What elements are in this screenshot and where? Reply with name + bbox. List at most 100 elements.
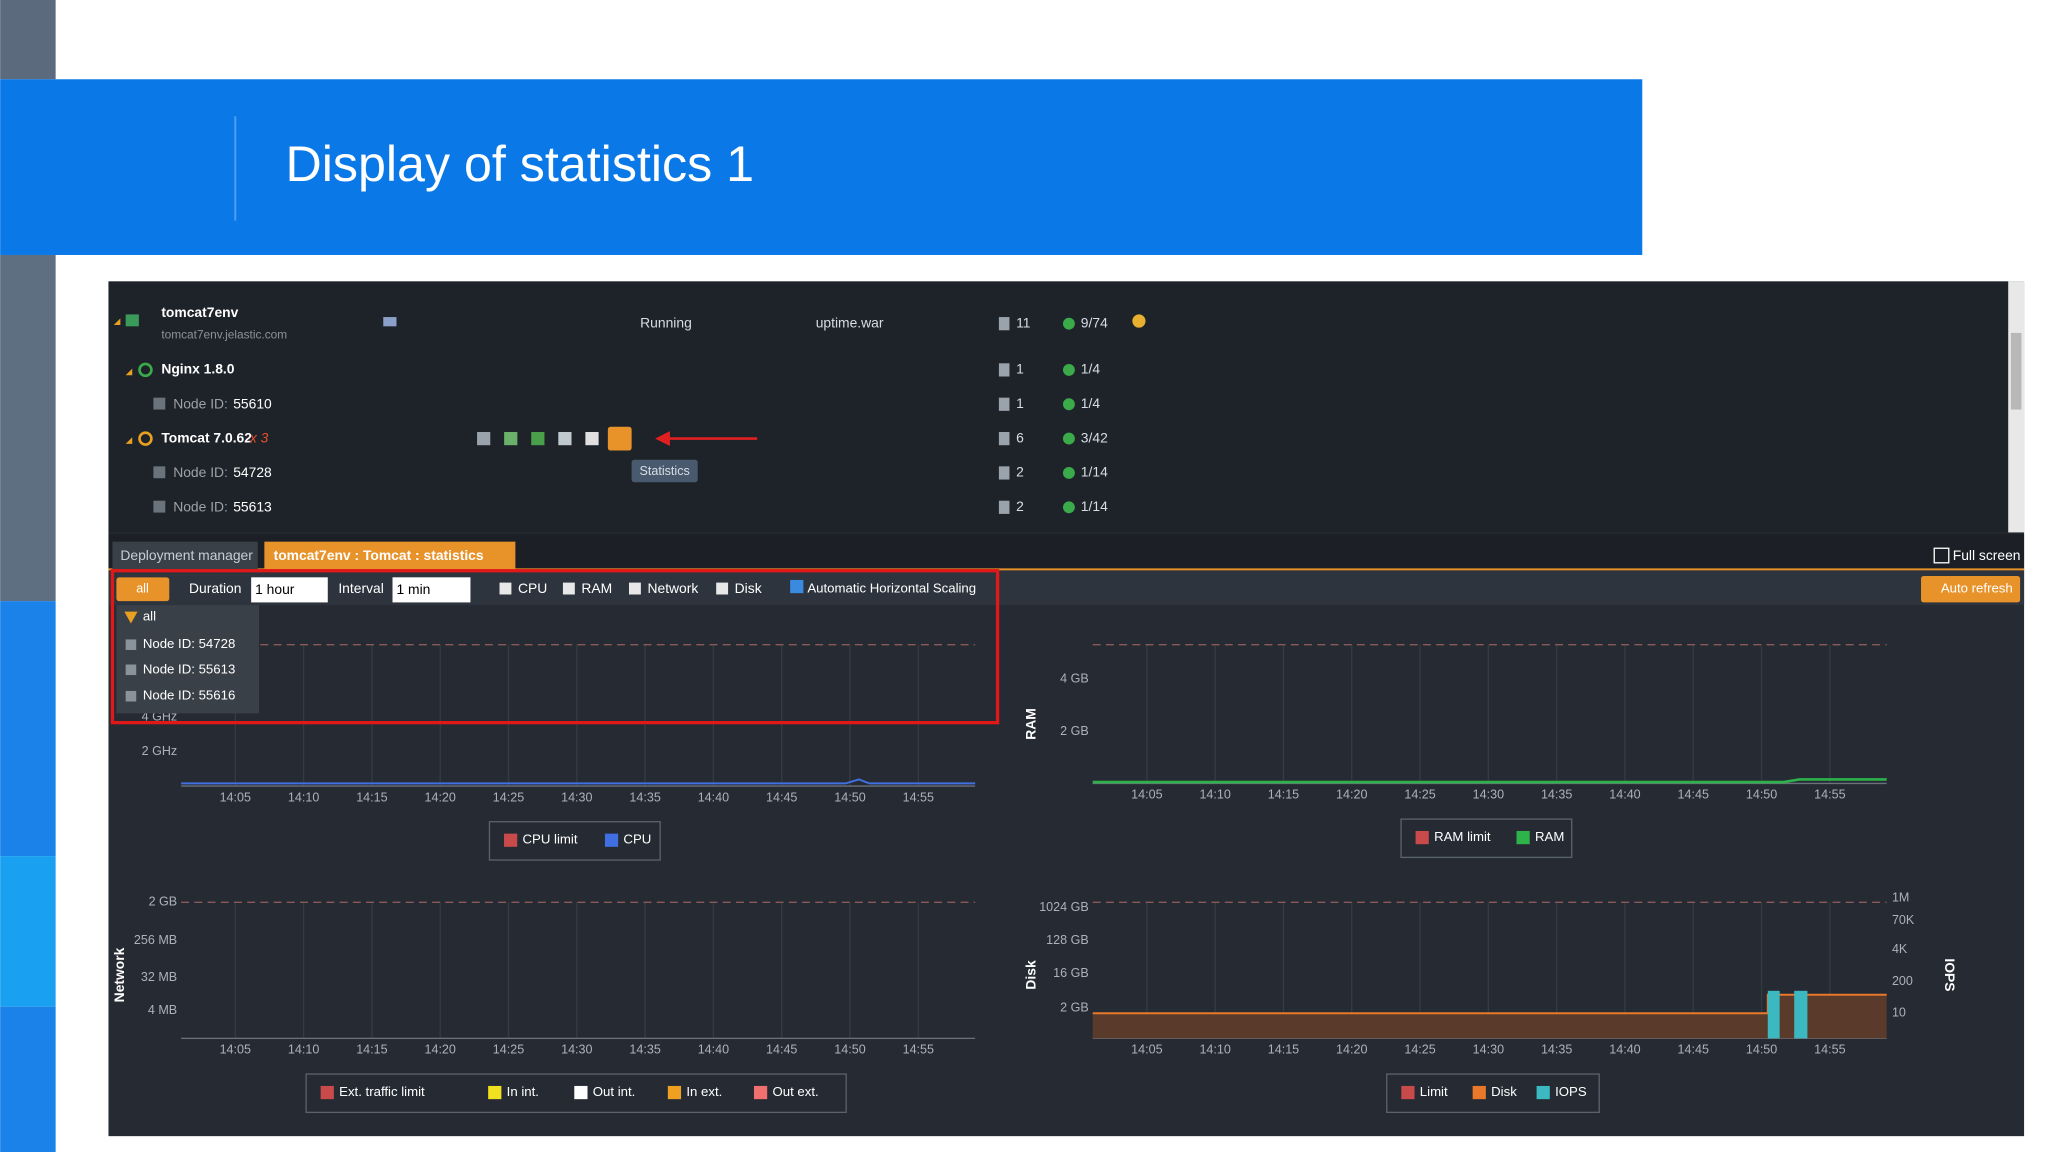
duration-select[interactable] xyxy=(251,577,328,603)
row-count: 2 xyxy=(1016,464,1024,480)
x-tick-label: 14:35 xyxy=(629,790,660,804)
tab[interactable] xyxy=(112,541,258,570)
x-tick-label: 14:25 xyxy=(493,1043,524,1057)
x-tick-label: 14:50 xyxy=(1746,1043,1777,1057)
env-list xyxy=(108,281,1161,533)
y-tick-label: 4 MB xyxy=(148,1003,177,1017)
node-icon xyxy=(138,362,153,378)
tab-active[interactable] xyxy=(264,541,516,570)
legend-swatch xyxy=(574,1085,588,1100)
full-screen-icon[interactable] xyxy=(1933,547,1950,564)
scroll-thumb[interactable] xyxy=(2010,332,2022,410)
legend-swatch xyxy=(667,1085,682,1100)
x-tick-label: 14:45 xyxy=(766,790,797,804)
x-tick-label: 14:30 xyxy=(561,790,592,804)
dropdown-checkbox[interactable] xyxy=(125,690,137,702)
action-icon[interactable] xyxy=(558,432,572,446)
row-count: 2 xyxy=(1016,498,1024,514)
row-cloudlets: 1/14 xyxy=(1081,498,1108,514)
legend-label: CPU limit xyxy=(523,832,578,847)
checkbox[interactable] xyxy=(716,582,729,595)
legend-swatch xyxy=(1401,1085,1415,1100)
node-checkbox[interactable] xyxy=(153,397,166,410)
server-icon xyxy=(998,317,1010,331)
x-tick-label: 14:25 xyxy=(1404,788,1435,802)
filter-icon xyxy=(124,611,138,624)
env-list-right xyxy=(1160,281,2009,533)
legend-swatch xyxy=(1516,830,1530,845)
x-tick-label: 14:05 xyxy=(1131,788,1162,802)
interval-select[interactable] xyxy=(392,577,471,603)
duration-value: 1 hour xyxy=(255,581,295,597)
action-icon[interactable] xyxy=(504,432,518,446)
node-checkbox[interactable] xyxy=(153,500,166,513)
x-tick-label: 14:20 xyxy=(425,790,456,804)
node-label: Node ID: xyxy=(173,498,228,514)
action-icon[interactable] xyxy=(477,432,491,446)
x-tick-label: 14:35 xyxy=(1541,788,1572,802)
axis-title: Disk xyxy=(1023,960,1039,990)
region-flag xyxy=(383,317,397,327)
node-icon xyxy=(138,431,153,446)
x-tick-label: 14:10 xyxy=(1199,788,1230,802)
node-multiplier: x 3 xyxy=(249,429,269,445)
cloudlet-icon xyxy=(1062,363,1075,376)
legend xyxy=(488,821,661,861)
dropdown-item: Node ID: 55616 xyxy=(143,688,236,703)
node-checkbox[interactable] xyxy=(153,466,166,479)
legend xyxy=(305,1073,847,1114)
env-domain: tomcat7env.jelastic.com xyxy=(161,328,287,342)
dropdown-item: Node ID: 54728 xyxy=(143,636,236,651)
row-cloudlets: 1/4 xyxy=(1081,395,1101,411)
node-group: Nginx 1.8.0 xyxy=(161,361,234,377)
refresh-button[interactable] xyxy=(1921,576,2021,603)
y-tick-label: 2 GHz xyxy=(142,744,178,758)
filter-button[interactable] xyxy=(116,577,170,602)
action-icon[interactable] xyxy=(531,432,545,446)
x-tick-label: 14:50 xyxy=(834,1043,865,1057)
check-label: Network xyxy=(647,580,698,596)
x-tick-label: 14:25 xyxy=(1404,1043,1435,1057)
legend-label: Out ext. xyxy=(772,1084,818,1099)
y-tick-label: 32 MB xyxy=(141,970,177,984)
scaling-icon[interactable] xyxy=(790,579,804,594)
y-tick-label: 1024 GB xyxy=(1039,900,1089,914)
legend-label: Disk xyxy=(1491,1084,1517,1099)
side-strip xyxy=(0,601,56,857)
x-tick-label: 14:15 xyxy=(1268,1043,1299,1057)
legend-swatch xyxy=(1536,1085,1550,1100)
legend-swatch xyxy=(604,833,619,847)
y-tick-label: 2 GB xyxy=(1060,724,1089,738)
legend-swatch xyxy=(1415,830,1429,845)
side-strip xyxy=(0,254,56,602)
y2-tick-label: 200 xyxy=(1892,974,1913,988)
checkbox[interactable] xyxy=(499,582,512,595)
node-label: Node ID: xyxy=(173,464,228,480)
checkbox[interactable] xyxy=(628,582,641,595)
checkbox[interactable] xyxy=(562,582,575,595)
x-tick-label: 14:55 xyxy=(903,1043,934,1057)
x-tick-label: 14:40 xyxy=(1609,788,1640,802)
ram-line xyxy=(1092,778,1887,784)
env-cloudlets: 9/74 xyxy=(1081,314,1108,330)
action-icon[interactable] xyxy=(585,432,599,446)
dropdown-checkbox[interactable] xyxy=(125,664,137,676)
legend-swatch xyxy=(1472,1085,1486,1100)
header-band xyxy=(0,79,1643,255)
user-icon[interactable] xyxy=(1132,314,1146,328)
node-number: 54728 xyxy=(233,464,272,480)
legend-label: In int. xyxy=(507,1084,539,1099)
cloudlet-icon xyxy=(1062,467,1075,479)
row-count: 1 xyxy=(1016,395,1024,411)
dropdown-checkbox[interactable] xyxy=(125,639,137,650)
tooltip-text: Statistics xyxy=(640,464,690,478)
row-count: 1 xyxy=(1016,361,1024,377)
server-icon xyxy=(998,432,1010,446)
x-tick-label: 14:15 xyxy=(356,1043,387,1057)
server-icon xyxy=(998,363,1010,377)
cloudlet-icon xyxy=(1062,398,1075,411)
statistics-button[interactable] xyxy=(607,426,632,451)
legend xyxy=(1386,1073,1600,1114)
